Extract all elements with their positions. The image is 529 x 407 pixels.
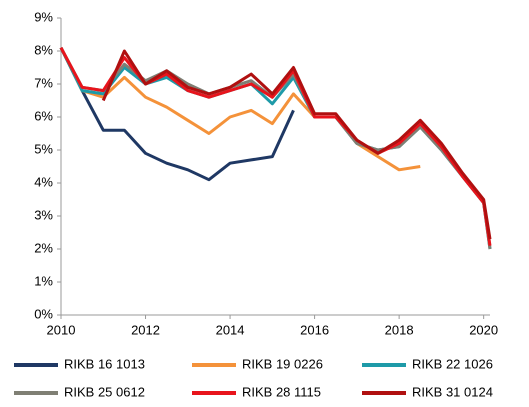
series-line [59, 47, 421, 172]
legend-label: RIKB 22 1026 [412, 356, 493, 371]
y-tick-label: 2% [34, 240, 53, 255]
y-tick-label: 8% [34, 42, 53, 57]
x-tick-label: 2010 [47, 322, 76, 337]
x-tick-label: 2014 [216, 322, 245, 337]
legend-label: RIKB 28 1115 [242, 384, 321, 399]
x-tick-label: 2016 [300, 322, 329, 337]
y-tick-label: 3% [34, 207, 53, 222]
series-line [101, 49, 492, 240]
legend-label: RIKB 19 0226 [242, 356, 323, 371]
y-tick-label: 7% [34, 75, 53, 90]
y-tick-label: 1% [34, 273, 53, 288]
y-tick-label: 6% [34, 108, 53, 123]
y-tick-label: 9% [34, 9, 53, 24]
legend-label: RIKB 31 0124 [412, 384, 493, 399]
x-tick-label: 2012 [131, 322, 160, 337]
legend-label: RIKB 25 0612 [64, 384, 145, 399]
series-line [59, 46, 492, 246]
x-tick-label: 2018 [385, 322, 414, 337]
x-tick-label: 2020 [469, 322, 498, 337]
y-tick-label: 0% [34, 306, 53, 321]
legend-label: RIKB 16 1013 [64, 356, 145, 371]
series-line [59, 47, 295, 182]
y-tick-label: 4% [34, 174, 53, 189]
y-tick-label: 5% [34, 141, 53, 156]
